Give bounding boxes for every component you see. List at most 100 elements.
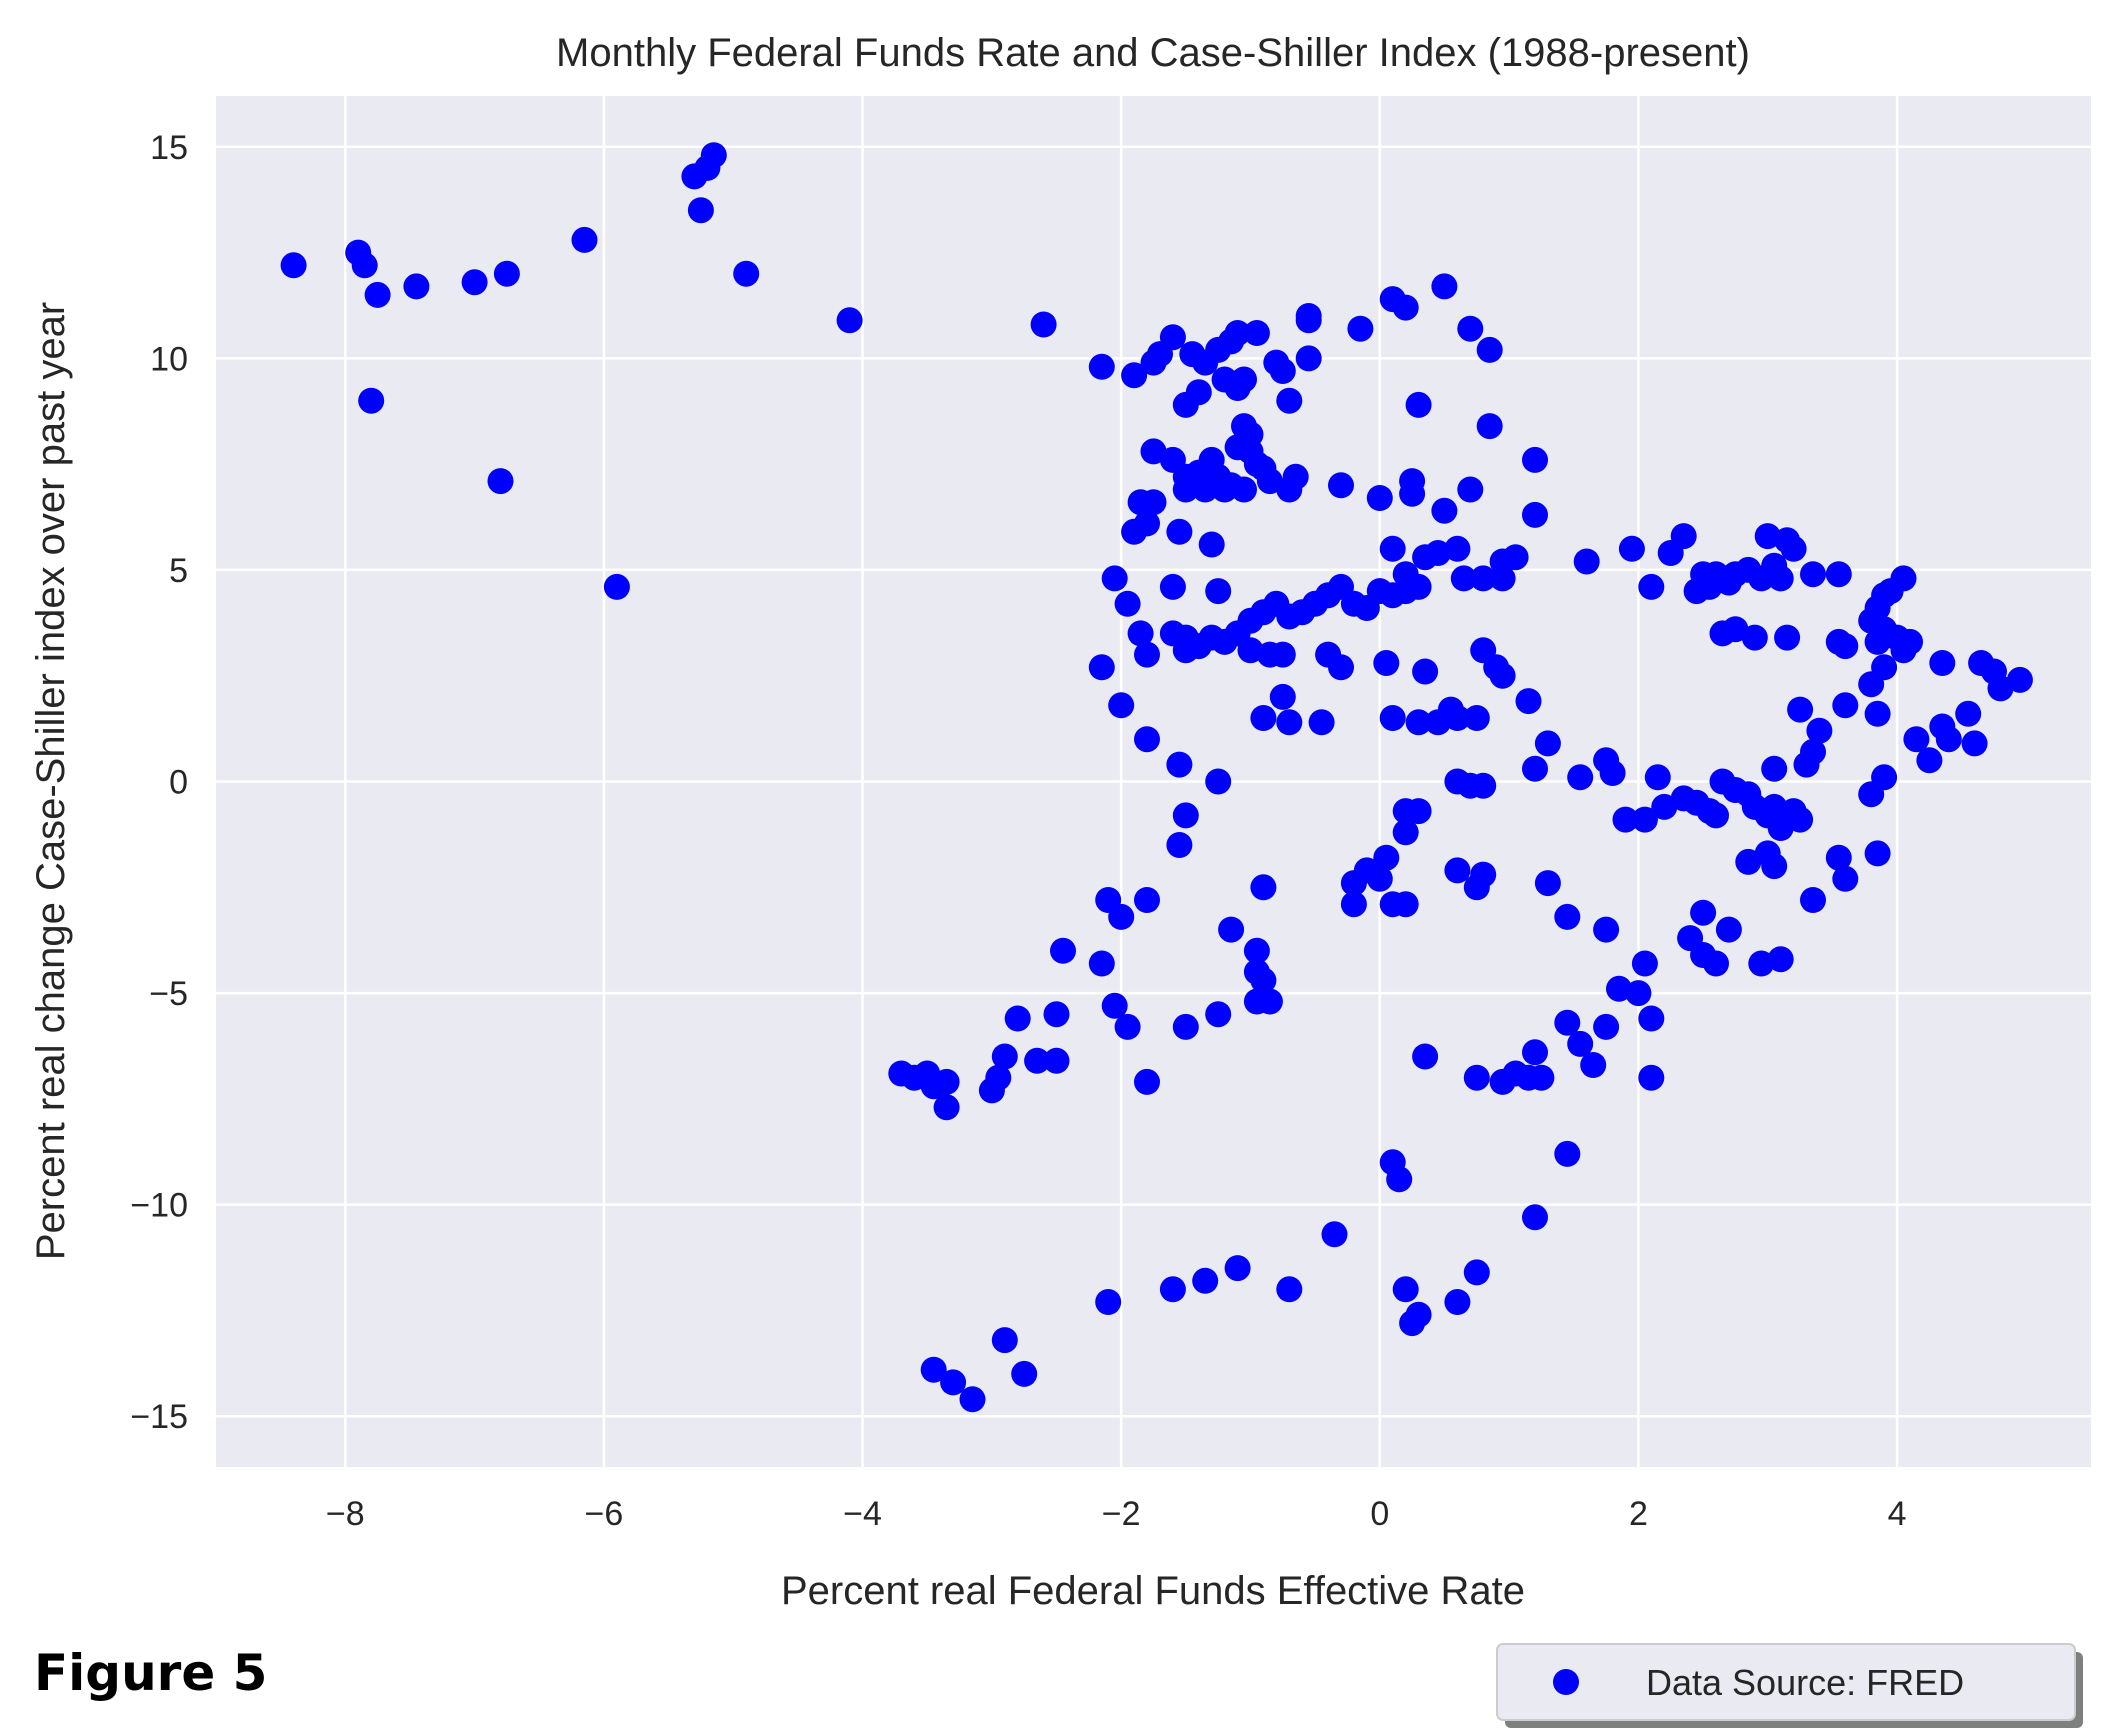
data-point: [1024, 1047, 1051, 1074]
data-point: [1205, 768, 1232, 795]
data-point: [603, 573, 630, 600]
data-point: [1489, 662, 1516, 689]
x-tick-label: 2: [1629, 1495, 1648, 1533]
data-point: [1528, 1064, 1555, 1091]
legend-marker: [1553, 1669, 1579, 1695]
data-point: [940, 1369, 967, 1396]
data-point: [1282, 463, 1309, 490]
data-point: [1463, 1064, 1490, 1091]
data-point: [1825, 561, 1852, 588]
data-point: [1198, 531, 1225, 558]
data-point: [1864, 840, 1891, 867]
data-point: [1703, 950, 1729, 977]
data-point: [1269, 683, 1296, 710]
data-point: [933, 1094, 960, 1121]
data-point: [1140, 438, 1167, 465]
data-point: [1457, 476, 1484, 503]
data-point: [1321, 1221, 1348, 1248]
data-point: [1172, 802, 1199, 829]
data-point: [1987, 675, 2014, 702]
data-point: [1172, 637, 1199, 664]
data-point: [1573, 548, 1600, 575]
x-tick-labels: −8 −6 −4 −2 0 2 4: [326, 1495, 1907, 1533]
data-point: [1431, 273, 1458, 300]
legend: Data Source: FRED: [1496, 1643, 2083, 1728]
legend-box: [1496, 1643, 2076, 1721]
data-point: [1134, 1068, 1160, 1095]
data-point: [1690, 899, 1717, 926]
y-tick-label: 15: [150, 129, 188, 167]
data-point: [1276, 709, 1303, 736]
data-point: [1444, 535, 1471, 562]
data-point: [1121, 362, 1148, 389]
data-point: [1134, 887, 1160, 913]
figure-label: Figure 5: [34, 1644, 267, 1702]
data-point: [351, 252, 378, 279]
x-tick-label: −4: [843, 1495, 882, 1533]
data-point: [1366, 485, 1393, 511]
data-point: [1567, 764, 1594, 791]
data-point: [1800, 561, 1826, 588]
data-point: [1134, 641, 1160, 668]
data-point: [1444, 857, 1471, 884]
x-tick-label: 4: [1888, 1495, 1907, 1533]
data-point: [493, 260, 520, 287]
data-point: [1140, 489, 1167, 516]
data-point: [1379, 535, 1406, 562]
data-point: [1767, 946, 1794, 973]
data-point: [1392, 561, 1419, 588]
data-point: [1276, 387, 1303, 414]
data-point: [1127, 620, 1154, 647]
data-point: [1224, 1255, 1251, 1282]
data-point: [1767, 565, 1794, 592]
data-point: [1935, 726, 1962, 753]
data-point: [1379, 705, 1406, 731]
data-point: [1606, 975, 1632, 1002]
data-point: [1903, 726, 1930, 753]
data-point: [1832, 692, 1859, 719]
data-point: [1754, 523, 1781, 550]
data-point: [1599, 760, 1626, 786]
data-point: [1004, 1005, 1031, 1032]
data-point: [1108, 903, 1135, 930]
data-point: [1522, 1039, 1548, 1066]
data-point: [1205, 1001, 1232, 1028]
data-point: [1929, 650, 1956, 676]
data-point: [1159, 1276, 1186, 1303]
data-point: [1114, 590, 1141, 617]
data-point: [487, 468, 514, 495]
data-point: [1612, 806, 1639, 833]
data-point: [1761, 755, 1788, 782]
data-point: [1134, 726, 1160, 753]
y-tick-label: −10: [130, 1187, 188, 1225]
y-tick-label: −5: [149, 975, 188, 1013]
data-point: [1858, 671, 1885, 698]
data-point: [1864, 700, 1891, 727]
data-point: [1534, 730, 1561, 757]
data-point: [1522, 501, 1548, 528]
data-point: [1444, 1289, 1471, 1315]
data-point: [1644, 764, 1671, 791]
data-point: [1780, 535, 1807, 562]
data-point: [1470, 772, 1497, 799]
data-point: [1308, 709, 1335, 736]
data-points: [280, 142, 2033, 1413]
data-point: [1618, 535, 1645, 562]
data-point: [1392, 798, 1419, 825]
data-point: [1243, 937, 1270, 964]
data-point: [1405, 1301, 1432, 1328]
y-axis-label: Percent real change Case-Shiller index o…: [29, 302, 73, 1260]
data-point: [933, 1068, 960, 1095]
data-point: [1593, 916, 1620, 943]
data-point: [1631, 950, 1658, 977]
data-point: [1405, 709, 1432, 736]
data-point: [1392, 819, 1419, 846]
data-point: [1625, 980, 1652, 1007]
data-point: [836, 307, 863, 334]
data-point: [1399, 480, 1426, 507]
data-point: [1961, 730, 1988, 757]
data-point: [991, 1043, 1018, 1070]
data-point: [1631, 806, 1658, 833]
data-point: [687, 197, 714, 224]
